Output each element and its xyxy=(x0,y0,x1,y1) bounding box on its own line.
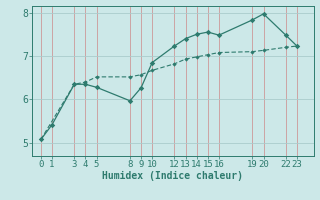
X-axis label: Humidex (Indice chaleur): Humidex (Indice chaleur) xyxy=(102,171,243,181)
